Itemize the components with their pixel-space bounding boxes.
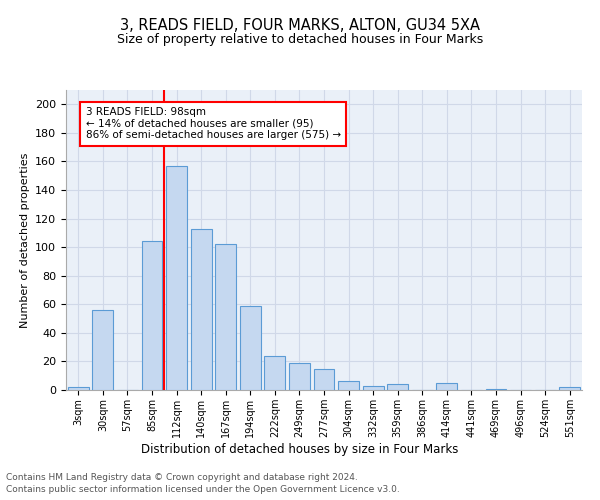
Bar: [265, 356, 286, 390]
Y-axis label: Number of detached properties: Number of detached properties: [20, 152, 29, 328]
Bar: [289, 363, 310, 390]
Bar: [215, 244, 236, 390]
Bar: [240, 306, 261, 390]
Bar: [436, 383, 457, 390]
Bar: [92, 310, 113, 390]
Text: 3, READS FIELD, FOUR MARKS, ALTON, GU34 5XA: 3, READS FIELD, FOUR MARKS, ALTON, GU34 …: [120, 18, 480, 32]
Bar: [338, 382, 359, 390]
Text: Distribution of detached houses by size in Four Marks: Distribution of detached houses by size …: [142, 442, 458, 456]
Bar: [559, 387, 580, 390]
Bar: [142, 242, 163, 390]
Bar: [485, 388, 506, 390]
Bar: [362, 386, 383, 390]
Bar: [68, 387, 89, 390]
Bar: [314, 368, 334, 390]
Text: 3 READS FIELD: 98sqm
← 14% of detached houses are smaller (95)
86% of semi-detac: 3 READS FIELD: 98sqm ← 14% of detached h…: [86, 107, 341, 140]
Bar: [166, 166, 187, 390]
Text: Size of property relative to detached houses in Four Marks: Size of property relative to detached ho…: [117, 32, 483, 46]
Bar: [387, 384, 408, 390]
Text: Contains HM Land Registry data © Crown copyright and database right 2024.: Contains HM Land Registry data © Crown c…: [6, 472, 358, 482]
Bar: [191, 228, 212, 390]
Text: Contains public sector information licensed under the Open Government Licence v3: Contains public sector information licen…: [6, 485, 400, 494]
